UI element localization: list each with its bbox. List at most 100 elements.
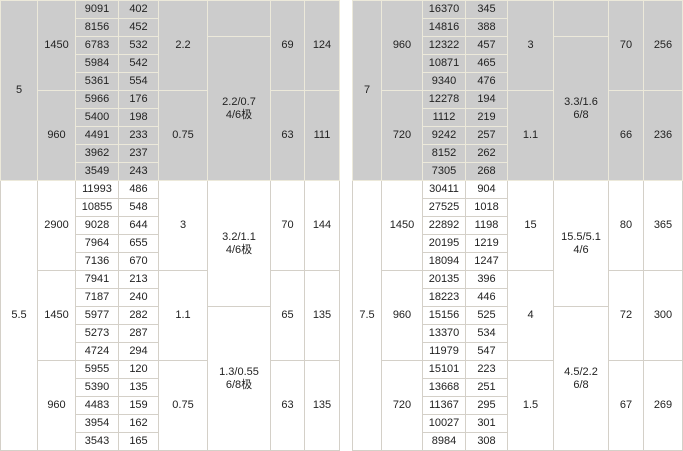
value-cell-b: 159 [118,396,159,415]
value-cell-b: 135 [118,378,159,397]
value-cell-a: 20195 [422,234,466,253]
value-cell-a: 13370 [422,324,466,343]
value-cell-b: 655 [118,234,159,253]
speed-cell: 960 [37,360,76,451]
value-cell-b: 223 [465,360,508,379]
value-cell-a: 10855 [75,198,119,217]
table-row: 9028 644 [1,216,340,235]
speed-cell: 960 [381,0,423,91]
speed-cell: 2900 [37,180,76,271]
value-cell-b: 301 [465,414,508,433]
value-cell-a: 8156 [75,18,119,37]
table-row: 1112 219 [353,108,683,127]
c7-cell: 63 [270,90,305,181]
table-row: 5 1450 9091 402 2.2 69 124 [0,0,340,181]
table-row: 10855 548 [1,198,340,217]
c8-cell: 269 [643,360,683,451]
power-cell: 7 [352,0,382,181]
value-cell-b: 165 [118,432,159,451]
value-cell-b: 396 [465,270,508,289]
value-cell-a: 5955 [75,360,119,379]
value-cell-b: 525 [465,306,508,325]
value-cell-a: 10871 [422,54,466,73]
c5-cell: 0.75 [158,360,208,451]
value-cell-b: 388 [465,18,508,37]
c7-cell: 70 [608,0,644,91]
value-cell-b: 542 [118,54,159,73]
table-row: 4724 294 [1,342,340,361]
power-cell: 5.5 [0,180,38,451]
value-cell-b: 257 [465,126,508,145]
value-cell-b: 287 [118,324,159,343]
value-cell-b: 262 [465,144,508,163]
table-row: 14816 388 [353,18,683,37]
c7-cell: 63 [270,360,305,451]
c7-cell: 66 [608,90,644,181]
value-cell-a: 27525 [422,198,466,217]
table-row: 3543 165 [1,432,340,451]
table-row: 4483 159 [1,396,340,415]
value-cell-b: 402 [118,0,159,19]
c5-cell: 1.5 [507,360,554,451]
c7-cell: 72 [608,270,644,361]
c8-cell: 135 [304,360,340,451]
table-row: 18094 1247 [353,252,683,271]
c8-cell: 144 [304,180,340,271]
pole-cell: 2.2/0.7 4/6极 [207,36,271,181]
speed-cell: 1450 [37,0,76,91]
value-cell-a: 5400 [75,108,119,127]
spec-table-left: 5 1450 9091 402 2.2 69 124 8156 452 6783 532 2.2/0.… [0,0,340,451]
value-cell-a: 5984 [75,54,119,73]
table-row: 4491 233 [1,126,340,145]
table-row: 8156 452 [1,18,340,37]
value-cell-b: 670 [118,252,159,271]
pole-cell: 3.3/1.6 6/8 [553,36,609,181]
pole-cell: 15.5/5.1 4/6 [553,180,609,307]
value-cell-a: 11993 [75,180,119,199]
table-row: 7.5 1450 30411 904 15 15.5/5.1 4/6 80 365 [352,180,683,451]
table-row: 8152 262 [353,144,683,163]
value-cell-a: 6783 [75,36,119,55]
pole-cell: 3.2/1.1 4/6极 [207,180,271,307]
c8-cell: 256 [643,0,683,91]
table-row: 13668 251 [353,378,683,397]
c7-cell: 69 [270,0,305,91]
value-cell-a: 11367 [422,396,466,415]
value-cell-b: 243 [118,162,159,181]
value-cell-b: 294 [118,342,159,361]
c8-cell: 111 [304,90,340,181]
value-cell-a: 3962 [75,144,119,163]
table-row: 11979 547 [353,342,683,361]
value-cell-a: 5361 [75,72,119,91]
value-cell-a: 5977 [75,306,119,325]
c8-cell: 135 [304,270,340,361]
value-cell-b: 486 [118,180,159,199]
c8-cell: 236 [643,90,683,181]
value-cell-a: 7964 [75,234,119,253]
value-cell-a: 4483 [75,396,119,415]
c5-cell: 1.1 [507,90,554,181]
value-cell-a: 12322 [422,36,466,55]
c8-cell: 300 [643,270,683,361]
value-cell-b: 251 [465,378,508,397]
power-cell: 7.5 [352,180,382,451]
c5-cell: 0.75 [158,90,208,181]
c7-cell: 70 [270,180,305,271]
value-cell-b: 1198 [465,216,508,235]
value-cell-a: 3543 [75,432,119,451]
table-row: 1450 7941 213 1.1 65 135 [1,270,340,361]
table-row: 12322 457 3.3/1.6 6/8 [353,36,683,181]
value-cell-b: 213 [118,270,159,289]
table-row: 960 5955 120 0.75 63 135 [1,360,340,451]
table-row: 960 20135 396 4 72 300 [353,270,683,361]
value-cell-b: 268 [465,162,508,181]
value-cell-a: 5273 [75,324,119,343]
value-cell-a: 8984 [422,432,466,451]
value-cell-a: 4491 [75,126,119,145]
pole-cell: 1.3/0.55 6/8极 [207,306,271,451]
value-cell-a: 4724 [75,342,119,361]
table-row: 20195 1219 [353,234,683,253]
value-cell-b: 457 [465,36,508,55]
value-cell-b: 198 [118,108,159,127]
value-cell-b: 219 [465,108,508,127]
